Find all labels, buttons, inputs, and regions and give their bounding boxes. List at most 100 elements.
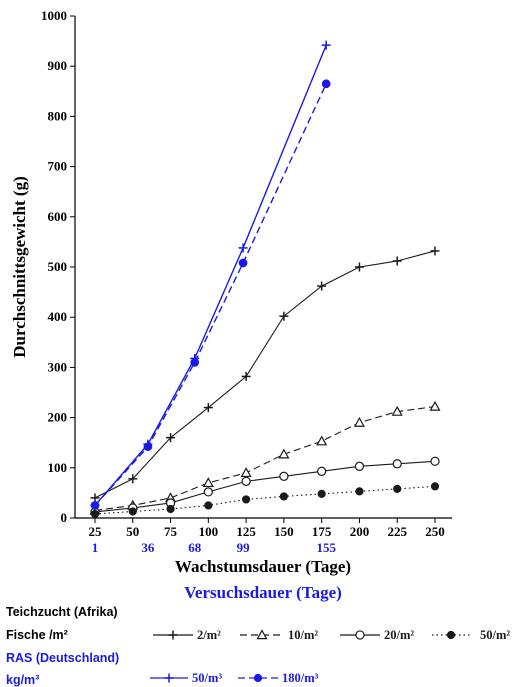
- x-tick-label: 100: [199, 524, 219, 539]
- y-axis-label: Durchschnittsgewicht (g): [10, 176, 29, 357]
- data-point: [430, 456, 440, 466]
- y-tick-label: 700: [48, 159, 68, 174]
- data-point: [279, 311, 289, 321]
- data-point: [355, 487, 364, 496]
- legend-label: 2/m²: [197, 628, 221, 642]
- data-point: [354, 461, 365, 471]
- data-point: [256, 629, 268, 640]
- data-point: [204, 501, 213, 510]
- data-point: [128, 474, 138, 484]
- legend-item: 10/m²: [240, 628, 318, 642]
- series: [89, 40, 441, 519]
- legend-label: 180/m³: [282, 671, 319, 685]
- data-point: [242, 495, 251, 504]
- legend-group2-title: RAS (Deutschland): [6, 651, 119, 665]
- legend-item: 50/m³: [150, 671, 222, 685]
- data-point: [317, 489, 326, 499]
- legend-group1-title: Teichzucht (Afrika): [6, 605, 118, 619]
- y-tick-label: 0: [61, 510, 68, 525]
- series-0: [90, 246, 440, 503]
- series-5: [90, 79, 331, 510]
- series-2: [90, 456, 440, 517]
- y-ticks: 0 100 200 300 400 500 600 700 800 900 1000: [41, 8, 75, 525]
- data-point: [168, 630, 178, 640]
- x-tick-label: 125: [236, 524, 256, 539]
- data-point: [238, 243, 248, 253]
- y-tick-label: 900: [48, 58, 68, 73]
- data-point: [279, 492, 288, 501]
- data-point: [446, 630, 456, 640]
- x-tick-label-secondary: 68: [188, 540, 202, 555]
- y-tick-label: 1000: [41, 8, 67, 23]
- y-tick-label: 100: [48, 460, 68, 475]
- data-point: [392, 256, 402, 266]
- series-line: [94, 485, 436, 515]
- data-point: [166, 433, 176, 443]
- legend-label: 50/m³: [192, 671, 222, 685]
- x-tick-label: 150: [274, 524, 294, 539]
- series-line: [94, 406, 436, 512]
- data-point: [202, 477, 214, 488]
- y-tick-label: 500: [48, 259, 68, 274]
- series-1: [89, 400, 441, 515]
- legend-items: 2/m² 10/m² 20/m² 50/m² 50/m³ 180/m³: [150, 628, 510, 685]
- data-point: [430, 246, 440, 256]
- x-tick-label: 50: [126, 524, 139, 539]
- x-tick-label-secondary: 36: [141, 540, 155, 555]
- x-tick-label: 225: [387, 524, 407, 539]
- data-point: [90, 509, 100, 519]
- data-point: [355, 630, 365, 640]
- series-line: [94, 250, 436, 499]
- data-point: [279, 471, 289, 481]
- y-tick-label: 300: [48, 359, 68, 374]
- data-point: [321, 40, 331, 50]
- legend-group1-unit: Fische /m²: [6, 628, 68, 642]
- data-point: [166, 504, 175, 514]
- y-tick-label: 600: [48, 209, 68, 224]
- series-4: [90, 40, 331, 510]
- data-point: [164, 673, 174, 683]
- legend-label: 50/m²: [480, 628, 510, 642]
- x-tick-label: 175: [312, 524, 332, 539]
- x-tick-label: 25: [89, 524, 103, 539]
- data-point: [90, 501, 100, 510]
- legend-label: 20/m²: [384, 628, 414, 642]
- data-point: [392, 459, 402, 469]
- legend: Teichzucht (Afrika) Fische /m² RAS (Deut…: [6, 605, 510, 687]
- legend-item: 2/m²: [153, 628, 221, 642]
- x-tick-label-secondary: 99: [237, 540, 251, 555]
- legend-group2-unit: kg/m³: [6, 673, 39, 687]
- y-tick-label: 200: [48, 410, 68, 425]
- data-point: [317, 281, 327, 291]
- data-point: [354, 262, 364, 272]
- x-tick-label: 75: [164, 524, 178, 539]
- data-point: [393, 484, 402, 493]
- data-point: [90, 493, 100, 503]
- series-line: [94, 83, 327, 506]
- data-point: [253, 673, 263, 683]
- series-line: [94, 460, 436, 513]
- data-point: [430, 482, 440, 491]
- data-point: [241, 476, 251, 487]
- x-tick-label: 250: [425, 524, 445, 539]
- data-point: [429, 400, 441, 411]
- y-tick-label: 800: [48, 108, 68, 123]
- x-axis-label: Wachstumsdauer (Tage): [175, 557, 351, 576]
- data-point: [241, 371, 251, 381]
- x-ticks: 25 50 75 100 125 150 175 200 225 250: [89, 518, 445, 539]
- data-point: [321, 79, 331, 89]
- x-tick-label-secondary: 155: [316, 540, 336, 555]
- legend-item: 180/m³: [238, 671, 319, 685]
- data-point: [143, 442, 153, 452]
- x-tick-label-secondary: 1: [92, 540, 99, 555]
- data-point: [128, 507, 137, 516]
- data-point: [316, 435, 328, 446]
- data-point: [190, 358, 200, 367]
- data-point: [278, 448, 290, 459]
- data-point: [353, 416, 365, 427]
- y-tick-label: 400: [48, 309, 68, 324]
- x-ticks-secondary: 1 36 68 99 155: [92, 540, 337, 555]
- data-point: [240, 467, 252, 478]
- data-point: [317, 466, 327, 476]
